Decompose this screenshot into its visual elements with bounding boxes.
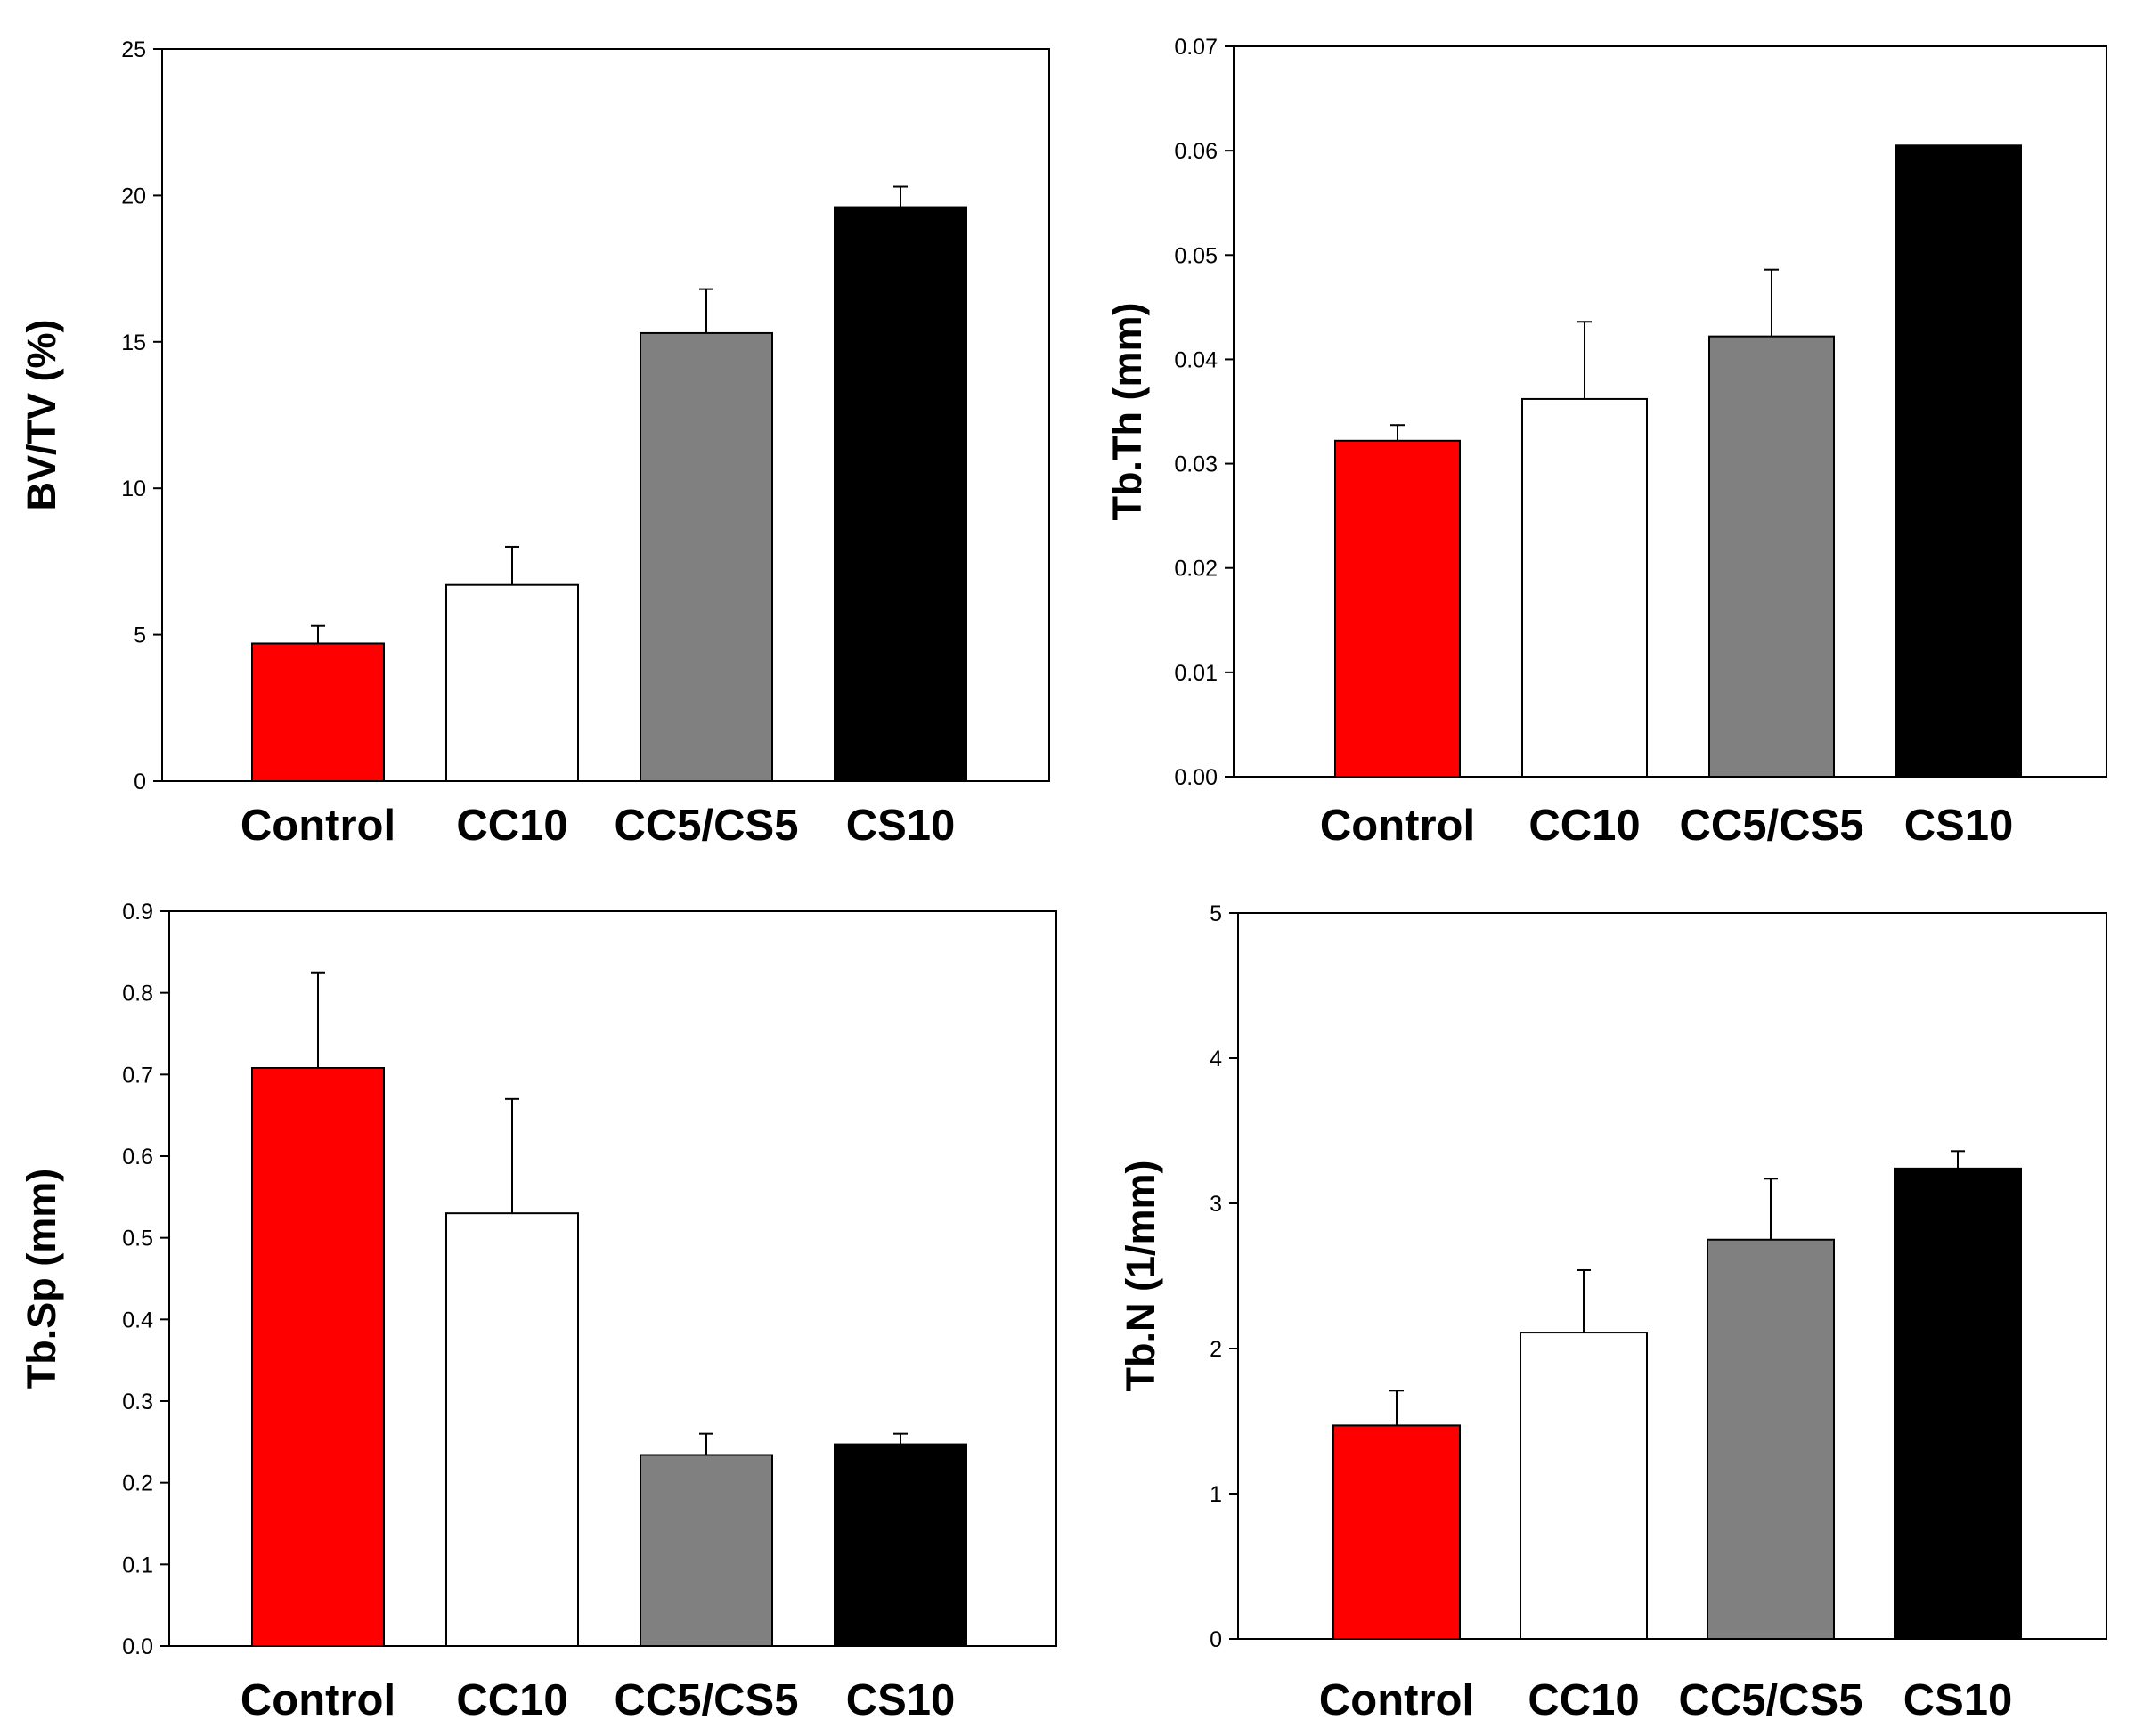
y-tick-label: 0.07 bbox=[1174, 35, 1218, 60]
y-tick-label: 0.02 bbox=[1174, 557, 1218, 582]
x-category-label: CC10 bbox=[1528, 802, 1640, 850]
bar-control bbox=[251, 1067, 385, 1647]
x-category-label: CC10 bbox=[1528, 1676, 1639, 1724]
y-tick-label: 0.06 bbox=[1174, 139, 1218, 164]
chart-panel-bottom-left: 0.0 0.1 0.2 0.3 0.4 0.5 0.6 0.7 0.8 0.9 Control CC1… bbox=[19, 900, 1057, 1724]
bar-cc5-cs5 bbox=[1708, 335, 1835, 778]
y-tick-label: 0 bbox=[134, 770, 146, 795]
bar-control bbox=[1334, 439, 1461, 778]
bar-cs10 bbox=[834, 1443, 967, 1648]
plot-frame bbox=[1237, 912, 2107, 1640]
y-axis-title: BV/TV (%) bbox=[19, 319, 64, 510]
bar-cc5-cs5 bbox=[1707, 1238, 1835, 1640]
y-tick-label: 5 bbox=[1210, 901, 1222, 926]
y-tick-label: 10 bbox=[121, 477, 146, 501]
y-tick-label: 0.8 bbox=[122, 982, 153, 1007]
y-tick-label: 0.03 bbox=[1174, 452, 1218, 477]
y-axis-title: Tb.Sp (mm) bbox=[19, 1169, 64, 1389]
plot-frame bbox=[161, 48, 1050, 782]
y-axis-title: Tb.Th (mm) bbox=[1104, 303, 1150, 521]
y-tick-label: 3 bbox=[1210, 1192, 1222, 1217]
bar-cc5-cs5 bbox=[640, 331, 773, 782]
y-tick-label: 5 bbox=[134, 623, 146, 648]
y-axis-title: Tb.N (1/mm) bbox=[1118, 1160, 1163, 1391]
y-tick-label: 0.4 bbox=[122, 1308, 153, 1333]
y-tick-label: 1 bbox=[1210, 1482, 1222, 1507]
y-tick-label: 25 bbox=[121, 37, 146, 62]
bar-cs10 bbox=[834, 206, 967, 782]
bar-control bbox=[251, 642, 385, 782]
y-tick-label: 20 bbox=[121, 183, 146, 208]
y-tick-label: 0.6 bbox=[122, 1145, 153, 1170]
bar-cc5-cs5 bbox=[640, 1454, 773, 1647]
x-category-label: CS10 bbox=[846, 802, 956, 850]
x-category-label: CC10 bbox=[456, 802, 567, 850]
y-tick-label: 0.01 bbox=[1174, 661, 1218, 686]
x-category-label: Control bbox=[1319, 1676, 1474, 1724]
x-category-label: CS10 bbox=[846, 1676, 956, 1724]
y-tick-label: 0.7 bbox=[122, 1063, 153, 1088]
y-tick-label: 2 bbox=[1210, 1337, 1222, 1362]
y-tick-label: 0.00 bbox=[1174, 765, 1218, 790]
y-tick-label: 0.2 bbox=[122, 1471, 153, 1496]
x-category-label: CC10 bbox=[456, 1676, 567, 1724]
x-category-label: CC5/CS5 bbox=[615, 1676, 799, 1724]
bar-cc10 bbox=[1521, 397, 1648, 778]
y-tick-label: 0.04 bbox=[1174, 347, 1218, 372]
chart-panel-bottom-right: 0 1 2 3 4 5 Control CC10 CC5/CS5 CS10 Tb.N (1/mm) bbox=[1118, 901, 2107, 1724]
bar-cs10 bbox=[1895, 144, 2022, 778]
bar-cc10 bbox=[445, 583, 579, 782]
chart-panel-top-right: 0.00 0.01 0.02 0.03 0.04 0.05 0.06 0.07 Control C… bbox=[1104, 35, 2107, 850]
bar-control bbox=[1332, 1424, 1461, 1641]
x-category-label: CS10 bbox=[1903, 1676, 2013, 1724]
x-category-label: Control bbox=[240, 802, 395, 850]
y-tick-label: 15 bbox=[121, 330, 146, 355]
y-tick-label: 0.0 bbox=[122, 1634, 153, 1659]
y-tick-label: 0.3 bbox=[122, 1390, 153, 1414]
x-category-label: CC5/CS5 bbox=[615, 802, 799, 850]
plot-frame bbox=[1233, 45, 2107, 778]
chart-panel-top-left: 0 5 10 15 20 25 Control CC10 CC5/CS5 CS10 BV/TV (%… bbox=[19, 37, 1050, 850]
x-category-label: Control bbox=[1320, 802, 1475, 850]
x-category-label: CC5/CS5 bbox=[1679, 1676, 1863, 1724]
bar-cs10 bbox=[1894, 1167, 2022, 1640]
plot-frame bbox=[168, 910, 1057, 1647]
x-category-label: CS10 bbox=[1904, 802, 2014, 850]
bar-cc10 bbox=[445, 1212, 579, 1647]
y-tick-label: 0 bbox=[1210, 1627, 1222, 1652]
y-tick-label: 4 bbox=[1210, 1047, 1222, 1072]
x-category-label: CC5/CS5 bbox=[1680, 802, 1864, 850]
y-tick-label: 0.5 bbox=[122, 1227, 153, 1251]
y-tick-label: 0.1 bbox=[122, 1553, 153, 1577]
y-tick-label: 0.05 bbox=[1174, 243, 1218, 268]
bar-cc10 bbox=[1520, 1332, 1648, 1640]
y-tick-label: 0.9 bbox=[122, 900, 153, 925]
x-category-label: Control bbox=[240, 1676, 395, 1724]
